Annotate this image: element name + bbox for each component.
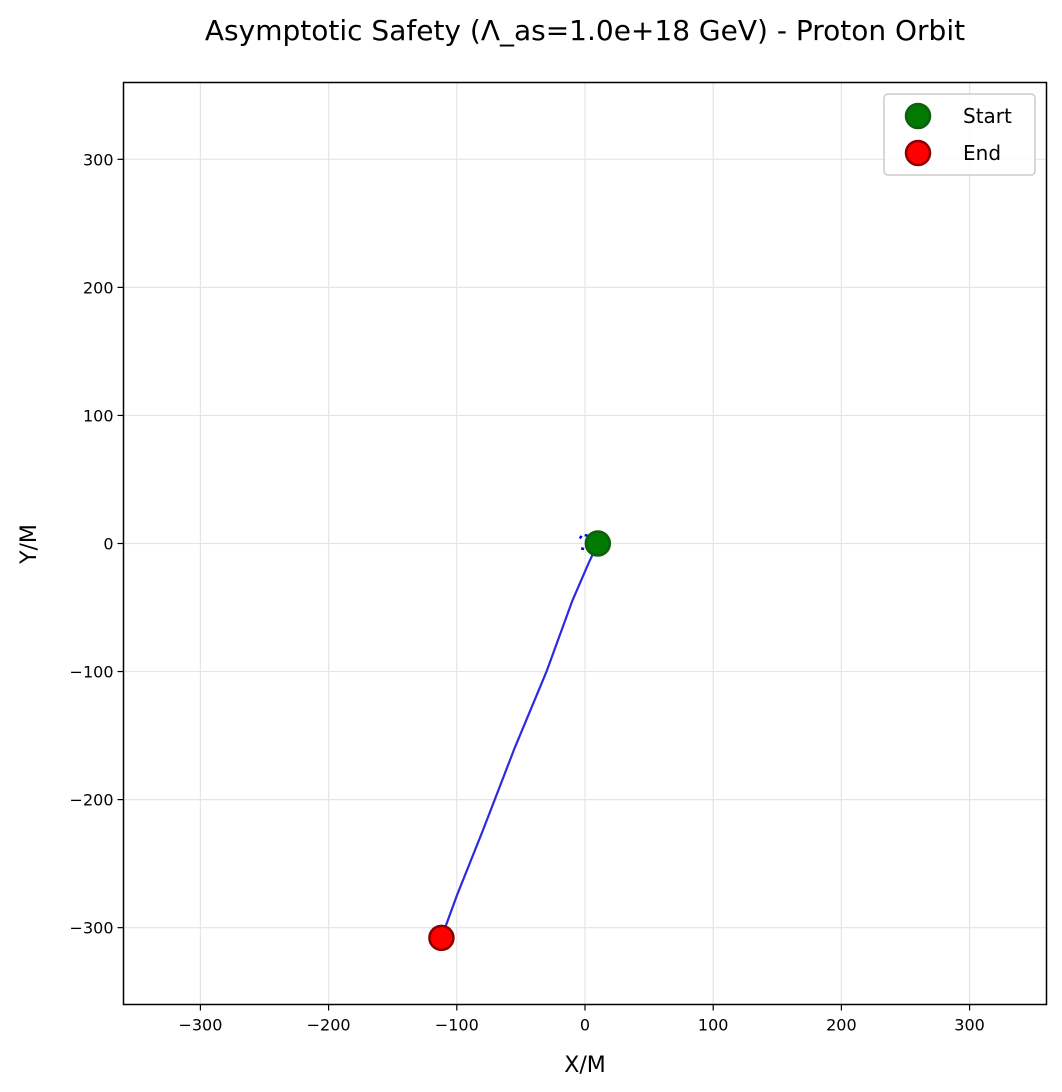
x-tick-label: 100 [698,1016,729,1035]
y-axis-ticks: −300 −200 −100 0 100 200 300 [70,150,124,938]
legend-end-label: End [963,141,1001,165]
y-axis-label: Y/M [17,524,42,565]
x-axis-label: X/M [564,1053,605,1078]
end-marker [428,924,455,952]
y-tick-label: −200 [70,791,114,810]
x-tick-label: −100 [435,1016,479,1035]
y-tick-label: −100 [70,663,114,682]
y-tick-label: 300 [83,150,114,169]
y-tick-label: 0 [103,535,113,554]
markers-group [428,530,612,952]
x-tick-label: 300 [954,1016,985,1035]
chart-title: Asymptotic Safety (Λ_as=1.0e+18 GeV) - P… [205,14,965,47]
x-tick-label: 0 [580,1016,590,1035]
legend-box [883,93,1036,176]
start-marker [584,530,612,557]
x-tick-label: 200 [826,1016,857,1035]
legend-start-label: Start [963,104,1012,128]
y-tick-label: 200 [83,278,114,297]
y-tick-label: −300 [70,919,114,938]
legend: Start End [883,93,1036,176]
legend-start-marker [904,102,932,130]
x-tick-label: −200 [307,1016,351,1035]
y-tick-label: 100 [83,406,114,425]
legend-end-marker [904,139,932,167]
x-axis-ticks: −300 −200 −100 0 100 200 300 [178,1004,985,1035]
x-tick-label: −300 [178,1016,222,1035]
orbit-trajectory-line [440,543,599,939]
